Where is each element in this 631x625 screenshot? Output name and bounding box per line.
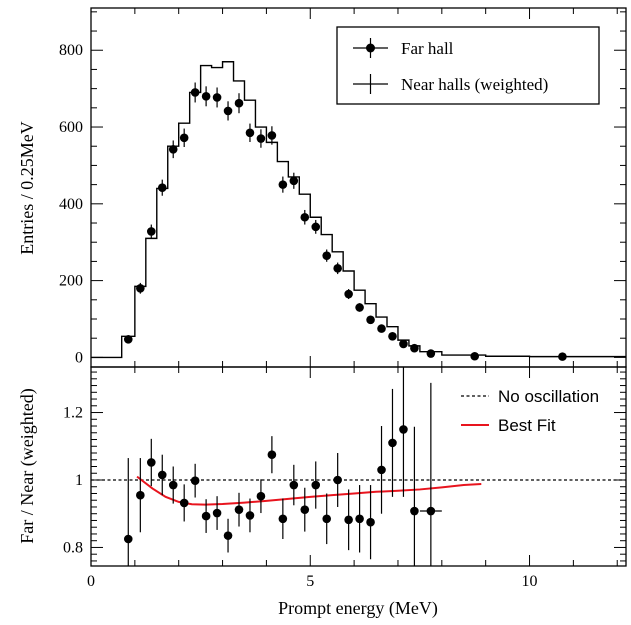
ratio-point	[426, 506, 436, 516]
far-hall-point	[256, 134, 266, 143]
far-hall-point	[267, 131, 277, 140]
ratio-point	[123, 534, 133, 544]
far-hall-point	[322, 251, 332, 260]
far-hall-point	[300, 212, 310, 222]
top-y-tick-label: 0	[75, 349, 83, 366]
ratio-point	[399, 425, 408, 434]
far-hall-point	[234, 98, 244, 108]
ratio-point	[300, 505, 310, 514]
far-hall-point	[168, 144, 178, 154]
bottom-y-tick-label: 1	[75, 472, 83, 489]
ratio-point	[278, 514, 288, 524]
far-hall-point	[410, 343, 419, 353]
ratio-point	[289, 480, 299, 490]
near-halls-histogram	[91, 61, 626, 359]
far-hall-point	[179, 133, 189, 143]
bottom-axis-ticks: 0 5 10 0.8 1 1.2	[63, 367, 626, 590]
far-hall-point	[399, 339, 408, 349]
ratio-point	[223, 531, 233, 540]
bottom-legend: No oscillation Best Fit	[461, 387, 599, 435]
ratio-point	[179, 498, 189, 508]
far-hall-point	[245, 128, 255, 138]
far-hall-point	[190, 88, 200, 97]
best-fit-curve	[136, 475, 482, 506]
top-legend: Far hall Near halls (weighted)	[336, 26, 600, 105]
legend-best-fit-label: Best Fit	[498, 416, 556, 435]
ratio-point	[366, 517, 375, 527]
bottom-y-tick-label: 1.2	[63, 405, 83, 422]
bottom-y-axis-title: Far / Near (weighted)	[17, 388, 38, 543]
top-y-tick-label: 600	[59, 119, 83, 136]
top-legend-box	[336, 26, 600, 105]
ratio-point	[377, 465, 386, 475]
top-axis-ticks: 0 200 400 600 800	[59, 8, 626, 367]
ratio-point	[355, 514, 364, 524]
x-axis-title: Prompt energy (MeV)	[278, 598, 438, 619]
ratio-point	[245, 511, 255, 520]
far-hall-point	[366, 315, 375, 325]
bottom-plot-area	[91, 367, 626, 566]
ratio-point	[322, 514, 332, 524]
top-plot-area	[91, 61, 626, 361]
ratio-point	[333, 475, 342, 485]
top-y-axis-title: Entries / 0.25MeV	[17, 121, 37, 254]
ratio-point	[234, 505, 244, 514]
top-y-tick-label: 800	[59, 42, 83, 59]
far-hall-point	[136, 283, 145, 293]
far-hall-point	[201, 92, 211, 101]
bottom-y-tick-label: 0.8	[63, 539, 83, 556]
legend-far-hall-label: Far hall	[401, 39, 454, 58]
ratio-point	[190, 476, 200, 485]
x-tick-label: 5	[306, 573, 314, 590]
far-hall-point	[388, 331, 397, 341]
ratio-point	[311, 480, 321, 490]
far-hall-point	[355, 303, 364, 312]
far-hall-point	[558, 352, 567, 361]
far-hall-point	[157, 183, 167, 192]
ratio-point	[168, 480, 178, 490]
far-hall-point	[377, 324, 386, 333]
x-tick-label: 0	[87, 573, 95, 590]
legend-near-halls-label: Near halls (weighted)	[401, 75, 548, 94]
ratio-point	[146, 458, 156, 467]
ratio-point	[267, 450, 277, 459]
ratio-point	[212, 508, 222, 518]
top-y-tick-label: 400	[59, 196, 83, 213]
ratio-point	[256, 491, 266, 501]
far-hall-point	[289, 176, 299, 186]
far-hall-point	[146, 227, 156, 236]
far-hall-point	[311, 222, 321, 232]
far-hall-point	[223, 106, 233, 116]
ratio-point	[410, 506, 419, 516]
ratio-point	[388, 438, 397, 448]
far-hall-point	[333, 264, 342, 273]
far-hall-point	[212, 93, 222, 102]
ratio-point	[344, 515, 353, 525]
far-hall-point	[426, 349, 436, 358]
legend-no-oscillation-label: No oscillation	[498, 387, 599, 406]
far-hall-point	[278, 180, 288, 189]
ratio-point	[157, 470, 167, 480]
far-hall-point	[123, 335, 133, 344]
far-hall-point	[344, 289, 353, 299]
top-y-tick-label: 200	[59, 273, 83, 290]
ratio-point	[136, 490, 145, 500]
x-tick-label: 10	[522, 573, 538, 590]
ratio-point	[201, 511, 211, 521]
far-hall-point	[470, 351, 480, 361]
legend-far-hall-marker	[366, 43, 375, 53]
